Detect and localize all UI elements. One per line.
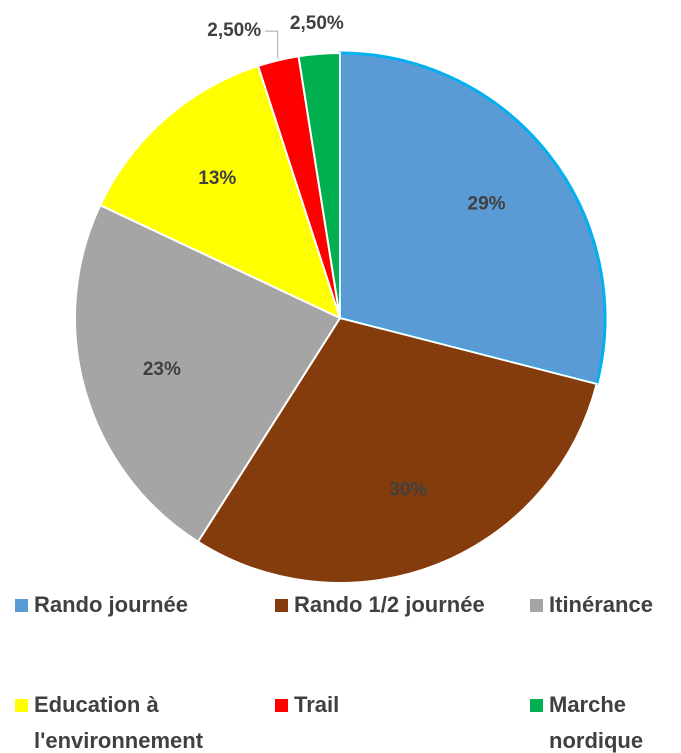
legend-label: Rando 1/2 journée: [294, 592, 485, 617]
legend-label: Marche nordique: [549, 692, 644, 753]
legend-swatch: [530, 599, 543, 612]
data-label: 30%: [389, 479, 427, 500]
legend-label: Rando journée: [34, 592, 189, 617]
data-label: 23%: [143, 359, 181, 380]
legend-item: Rando 1/2 journée: [275, 587, 505, 623]
legend-item: Trail: [275, 687, 505, 723]
legend-label: Itinérance: [549, 592, 653, 617]
data-label: 2,50%: [207, 20, 261, 41]
legend-swatch: [530, 699, 543, 712]
legend-swatch: [275, 599, 288, 612]
legend-item: Education à l'environnement: [15, 687, 255, 753]
legend-swatch: [15, 599, 28, 612]
legend-item: Rando journée: [15, 587, 255, 623]
legend-swatch: [275, 699, 288, 712]
legend-item: Itinérance: [530, 587, 680, 623]
legend-label: Education à l'environnement: [34, 692, 204, 753]
pie-slice: [338, 51, 607, 386]
legend-swatch: [15, 699, 28, 712]
data-label: 29%: [468, 193, 506, 214]
pie-slice: [98, 64, 342, 320]
pie-slice: [196, 316, 598, 584]
legend-label: Trail: [294, 692, 340, 717]
legend-item: Marche nordique: [530, 687, 660, 753]
leader-line: [265, 30, 279, 59]
pie-slice: [74, 203, 342, 544]
data-label: 2,50%: [290, 13, 344, 34]
data-label: 13%: [198, 168, 236, 189]
pie-slice: [297, 51, 341, 319]
